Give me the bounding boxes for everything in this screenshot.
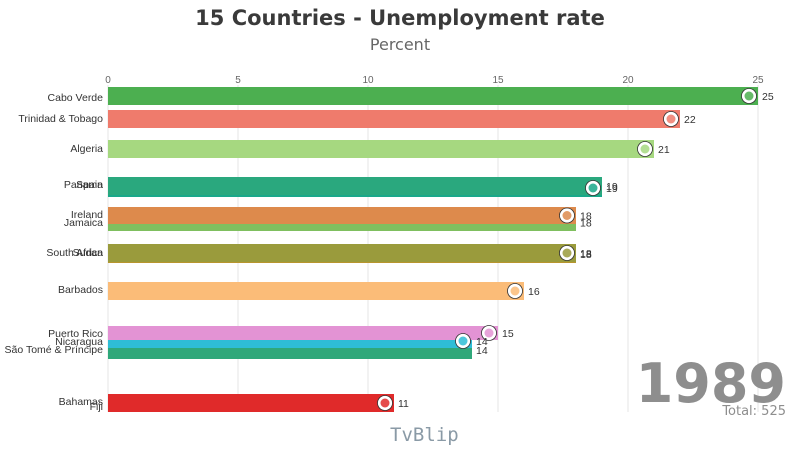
chart-subtitle: Percent [369, 35, 431, 54]
x-tick-label: 25 [752, 75, 764, 86]
category-label: Algeria [70, 143, 103, 155]
category-label: São Tomé & Príncipe [5, 344, 104, 356]
value-label: 16 [528, 286, 540, 298]
category-label: Sudan [73, 247, 104, 259]
category-label: Ireland [71, 209, 103, 221]
value-label: 18 [580, 249, 592, 261]
category-label: Bahamas [59, 396, 103, 408]
watermark: TvBlip [390, 424, 459, 446]
value-label: 15 [502, 328, 514, 340]
category-label: Barbados [58, 284, 103, 296]
total-label: Total: 525 [722, 404, 786, 419]
bahamas-flag-icon [377, 395, 393, 411]
bar [108, 110, 680, 128]
cabo-verde-flag-icon [741, 88, 757, 104]
category-label: South Africa [46, 247, 103, 259]
value-label: 14 [476, 345, 488, 357]
chart-title: 15 Countries - Unemployment rate [195, 6, 605, 30]
value-label: 18 [580, 218, 592, 230]
category-label: Fiji [90, 401, 103, 413]
x-tick-label: 0 [105, 75, 111, 86]
x-tick-label: 10 [362, 75, 374, 86]
barbados-flag-icon [507, 283, 523, 299]
x-tick-label: 20 [622, 75, 634, 86]
x-tick-label: 5 [235, 75, 241, 86]
value-label: 14 [476, 336, 488, 348]
trinidad-tobago-flag-icon [663, 111, 679, 127]
bar [108, 282, 524, 300]
category-label: Jamaica [64, 217, 103, 229]
algeria-flag-icon [637, 141, 653, 157]
value-label: 11 [398, 398, 409, 410]
bar [108, 140, 654, 158]
category-label: Cabo Verde [48, 92, 104, 104]
value-label: 22 [684, 114, 696, 126]
bar [108, 326, 498, 340]
panama-flag-icon [585, 180, 601, 196]
category-label: Nicaragua [55, 336, 103, 348]
bar [108, 177, 602, 195]
bar [108, 207, 576, 224]
value-label: 19 [606, 183, 618, 195]
value-label: 18 [580, 248, 592, 260]
value-label: 25 [762, 91, 774, 103]
year-label: 1989 [635, 352, 786, 415]
value-label: 19 [606, 181, 618, 193]
puerto-rico-flag-icon [481, 325, 497, 341]
category-label: Panama [64, 179, 103, 191]
value-label: 18 [580, 211, 592, 223]
category-label: Puerto Rico [48, 328, 103, 340]
nicaragua-flag-icon [455, 333, 471, 349]
category-label: Trinidad & Tobago [18, 113, 103, 125]
sudan-flag-icon [559, 245, 575, 261]
bar [108, 244, 576, 262]
x-tick-label: 15 [492, 75, 504, 86]
value-label: 21 [658, 144, 670, 156]
bar [108, 394, 394, 412]
ireland-flag-icon [559, 207, 575, 224]
bar [108, 87, 758, 105]
category-label: Spain [76, 179, 103, 191]
